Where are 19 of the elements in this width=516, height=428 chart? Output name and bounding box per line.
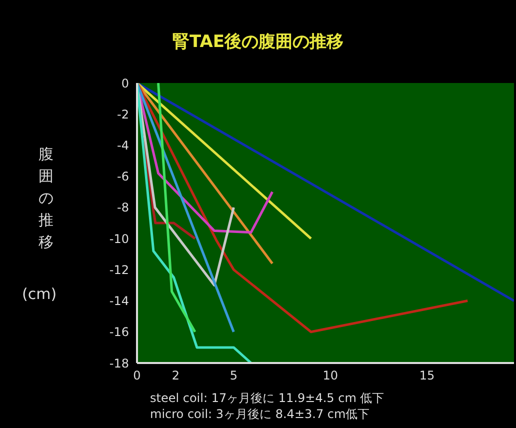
x-tick-label: 2 [172,368,180,383]
y-tick-label: -18 [109,356,129,370]
text: 腹囲の推移 (cm) [22,145,57,303]
x-tick-label: 15 [419,368,435,383]
y-tick-label: -6 [117,170,129,184]
y-tick-label: -8 [117,200,129,215]
x-tick-label: 10 [322,368,338,383]
y-tick-label: -16 [109,325,129,340]
text: steel coil: 17ヶ月後に 11.9±4.5 cm 低下 [150,390,384,407]
y-tick-label: -12 [109,262,129,277]
y-tick-label: -4 [117,138,129,152]
text: micro coil: 3ヶ月後に 8.4±3.7 cm低下 [150,406,370,423]
y-tick-label: 0 [121,76,129,90]
x-tick-label: 5 [230,368,238,383]
y-tick-label: -14 [109,294,129,308]
x-tick-label: 0 [133,368,141,383]
y-tick-label: -2 [117,107,129,122]
chart-title: 腎TAE後の腹囲の推移 [171,31,345,53]
y-tick-label: -10 [109,232,129,246]
